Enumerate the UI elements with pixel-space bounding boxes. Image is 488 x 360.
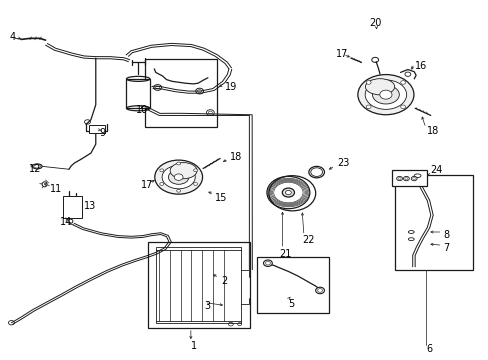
Text: 10: 10	[136, 105, 148, 115]
Text: 13: 13	[83, 201, 96, 211]
Text: 22: 22	[302, 235, 314, 245]
Ellipse shape	[403, 176, 408, 181]
Text: 21: 21	[279, 248, 291, 258]
Ellipse shape	[168, 170, 188, 184]
Ellipse shape	[396, 176, 402, 181]
Ellipse shape	[193, 169, 197, 172]
Ellipse shape	[32, 164, 42, 169]
Ellipse shape	[357, 75, 413, 115]
Text: 4: 4	[9, 32, 16, 42]
Ellipse shape	[410, 176, 416, 181]
Ellipse shape	[42, 182, 47, 187]
Text: 12: 12	[29, 164, 41, 174]
Ellipse shape	[68, 219, 73, 224]
Bar	[148, 242, 250, 328]
Ellipse shape	[407, 230, 413, 233]
Ellipse shape	[400, 105, 405, 109]
Text: 7: 7	[443, 243, 449, 253]
Text: 17: 17	[141, 180, 153, 190]
Ellipse shape	[282, 188, 294, 197]
Text: 15: 15	[215, 193, 227, 203]
Ellipse shape	[162, 166, 195, 189]
Text: 17: 17	[335, 49, 348, 59]
Ellipse shape	[400, 81, 405, 84]
Text: 3: 3	[204, 301, 210, 311]
Text: 16: 16	[414, 61, 427, 71]
Ellipse shape	[315, 287, 324, 294]
Ellipse shape	[366, 105, 370, 109]
Text: 19: 19	[224, 82, 237, 93]
Text: 8: 8	[443, 230, 448, 239]
Ellipse shape	[404, 72, 410, 76]
Text: 18: 18	[229, 152, 242, 162]
Text: 11: 11	[49, 184, 61, 194]
Ellipse shape	[407, 238, 413, 240]
Ellipse shape	[372, 85, 399, 104]
Ellipse shape	[155, 160, 202, 194]
Ellipse shape	[174, 174, 183, 180]
Ellipse shape	[366, 81, 370, 84]
Ellipse shape	[160, 183, 163, 185]
Text: 5: 5	[288, 299, 294, 309]
Ellipse shape	[285, 190, 291, 195]
Bar	[391, 170, 426, 186]
Ellipse shape	[266, 176, 309, 209]
Bar	[89, 126, 105, 134]
Text: 20: 20	[368, 18, 381, 28]
Ellipse shape	[308, 166, 324, 178]
Text: 18: 18	[427, 126, 439, 135]
Text: 6: 6	[425, 343, 431, 354]
Text: 9: 9	[99, 129, 105, 138]
Bar	[256, 257, 328, 313]
Ellipse shape	[193, 183, 197, 185]
Ellipse shape	[365, 80, 406, 109]
Ellipse shape	[176, 162, 180, 165]
Ellipse shape	[176, 189, 180, 192]
Bar	[144, 59, 216, 127]
Ellipse shape	[263, 260, 272, 266]
Ellipse shape	[365, 79, 394, 95]
Text: 24: 24	[429, 165, 441, 175]
Ellipse shape	[170, 163, 197, 179]
Ellipse shape	[160, 169, 163, 172]
Text: 1: 1	[190, 341, 197, 351]
Ellipse shape	[413, 174, 420, 177]
Text: 2: 2	[221, 276, 227, 286]
Ellipse shape	[379, 90, 391, 99]
Text: 23: 23	[336, 158, 349, 168]
Text: 14: 14	[60, 217, 72, 227]
Bar	[126, 79, 150, 108]
Bar	[63, 196, 81, 218]
Bar	[156, 247, 241, 323]
Bar	[394, 175, 472, 270]
